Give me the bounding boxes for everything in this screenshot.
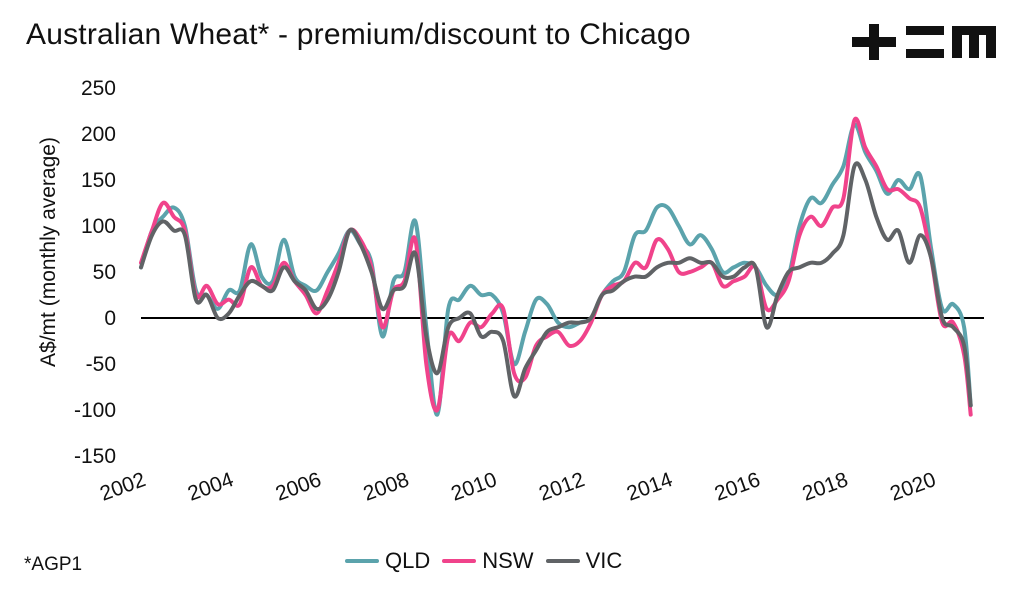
legend-item-nsw: NSW — [442, 548, 534, 574]
y-axis-ticks: 250 200 150 100 50 0 -50 -100 -150 — [74, 77, 116, 468]
y-tick-label: -100 — [74, 399, 116, 422]
x-tick-label: 2012 — [536, 468, 588, 506]
y-axis-label: A$/mt (monthly average) — [37, 137, 60, 367]
x-tick-label: 2010 — [448, 468, 500, 506]
x-tick-label: 2006 — [273, 468, 325, 506]
legend-swatch — [442, 559, 477, 563]
legend: QLD NSW VIC — [345, 548, 634, 574]
x-axis-ticks: 2002 2004 2006 2008 2010 2012 2014 2016 2018 2020 — [97, 468, 939, 506]
x-tick-label: 2020 — [887, 468, 939, 506]
legend-label: NSW — [482, 548, 534, 573]
y-tick-label: 50 — [93, 261, 116, 284]
series-line-nsw — [139, 116, 973, 417]
legend-item-qld: QLD — [345, 548, 430, 574]
series-layer — [139, 116, 973, 417]
x-tick-label: 2004 — [185, 468, 237, 506]
y-tick-label: 250 — [81, 77, 116, 100]
series-line-vic — [139, 161, 973, 408]
y-tick-label: 150 — [81, 169, 116, 192]
legend-label: VIC — [585, 548, 623, 573]
series-line-qld — [139, 122, 973, 417]
y-tick-label: 0 — [104, 307, 116, 330]
y-tick-label: -150 — [74, 445, 116, 468]
x-tick-label: 2016 — [712, 468, 764, 506]
footnote: *AGP1 — [24, 554, 83, 575]
logo-e-bot — [906, 49, 944, 58]
legend-item-vic: VIC — [545, 548, 623, 574]
y-tick-label: -50 — [86, 353, 116, 376]
logo-plus-v — [869, 24, 879, 60]
legend-swatch — [545, 559, 580, 563]
y-tick-label: 200 — [81, 123, 116, 146]
x-tick-label: 2002 — [97, 468, 149, 506]
legend-label: QLD — [385, 548, 431, 573]
legend-swatch — [345, 559, 379, 563]
x-tick-label: 2008 — [360, 468, 412, 506]
logo-m — [952, 26, 996, 58]
chart-title: Australian Wheat* - premium/discount to … — [26, 18, 691, 51]
x-tick-label: 2014 — [624, 468, 676, 506]
y-tick-label: 100 — [81, 215, 116, 238]
x-tick-label: 2018 — [799, 468, 851, 506]
brand-logo: +EM — [852, 24, 996, 60]
logo-e-top — [906, 26, 944, 35]
